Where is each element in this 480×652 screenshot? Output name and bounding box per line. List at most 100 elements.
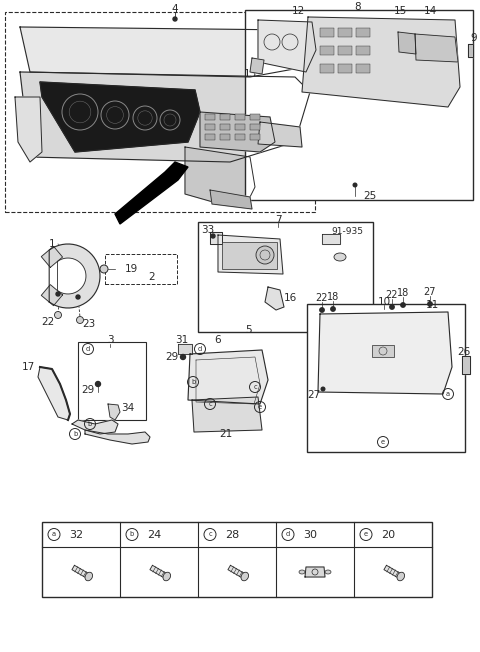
Text: a: a: [52, 531, 56, 537]
Circle shape: [76, 316, 84, 323]
Polygon shape: [20, 27, 310, 77]
Text: 5: 5: [245, 325, 252, 335]
Polygon shape: [462, 356, 470, 374]
Polygon shape: [302, 17, 460, 107]
Polygon shape: [258, 20, 316, 72]
Polygon shape: [468, 44, 473, 57]
Text: a: a: [446, 391, 450, 397]
Circle shape: [55, 312, 61, 318]
Text: d: d: [86, 346, 90, 352]
Polygon shape: [250, 58, 264, 74]
Polygon shape: [15, 97, 42, 162]
Circle shape: [256, 246, 274, 264]
Text: 4: 4: [172, 4, 178, 14]
Text: 27: 27: [424, 287, 436, 297]
Text: 2: 2: [149, 272, 156, 282]
Bar: [105, 254, 177, 284]
Polygon shape: [49, 244, 100, 308]
Polygon shape: [228, 565, 246, 579]
Bar: [356, 28, 370, 37]
Text: b: b: [191, 379, 195, 385]
Polygon shape: [185, 147, 255, 207]
Text: b: b: [88, 421, 92, 427]
Bar: [250, 124, 260, 130]
Circle shape: [173, 17, 177, 21]
Circle shape: [321, 387, 325, 391]
Ellipse shape: [241, 572, 249, 581]
Text: 7: 7: [275, 215, 281, 225]
Bar: [250, 114, 260, 120]
Text: 23: 23: [83, 319, 96, 329]
Text: 10: 10: [377, 297, 391, 307]
Bar: [320, 64, 334, 73]
Text: 91-935: 91-935: [331, 228, 363, 237]
Bar: [356, 64, 370, 73]
Text: 1: 1: [48, 239, 55, 249]
Text: 33: 33: [202, 225, 215, 235]
Text: 28: 28: [225, 529, 239, 539]
Text: b: b: [73, 431, 77, 437]
Bar: [320, 46, 334, 55]
Polygon shape: [322, 234, 340, 244]
Bar: [205, 134, 215, 140]
Polygon shape: [188, 350, 268, 404]
Text: 9: 9: [471, 33, 477, 43]
Circle shape: [180, 355, 185, 359]
Text: 18: 18: [397, 288, 409, 298]
Circle shape: [353, 183, 357, 187]
Text: 13: 13: [243, 69, 257, 79]
Polygon shape: [72, 565, 90, 579]
Ellipse shape: [85, 572, 93, 581]
Text: 26: 26: [457, 347, 470, 357]
Bar: [198, 222, 373, 332]
Bar: [78, 342, 146, 420]
Polygon shape: [41, 246, 62, 267]
Text: e: e: [381, 439, 385, 445]
Circle shape: [401, 303, 405, 307]
Polygon shape: [384, 565, 402, 579]
Polygon shape: [20, 72, 310, 162]
Circle shape: [211, 234, 215, 238]
Bar: [235, 124, 245, 130]
Polygon shape: [115, 162, 188, 224]
Polygon shape: [218, 235, 283, 274]
Text: 32: 32: [69, 529, 83, 539]
Text: 19: 19: [125, 264, 138, 274]
Polygon shape: [38, 367, 70, 420]
Text: 17: 17: [22, 362, 35, 372]
Bar: [42, 522, 432, 597]
Bar: [338, 64, 352, 73]
Polygon shape: [178, 344, 192, 354]
Circle shape: [100, 265, 108, 273]
Polygon shape: [41, 285, 62, 306]
Text: 30: 30: [303, 529, 317, 539]
Text: 20: 20: [381, 529, 395, 539]
Text: c: c: [208, 401, 212, 407]
Bar: [320, 28, 334, 37]
Text: 22: 22: [316, 293, 328, 303]
Text: 29: 29: [82, 385, 95, 395]
Text: b: b: [130, 531, 134, 537]
Polygon shape: [265, 287, 284, 310]
Polygon shape: [108, 404, 120, 420]
Circle shape: [390, 304, 394, 309]
Text: 24: 24: [147, 529, 161, 539]
Text: 25: 25: [363, 191, 377, 201]
Text: 18: 18: [327, 292, 339, 302]
Bar: [5, 12, 315, 212]
Ellipse shape: [325, 570, 331, 574]
Bar: [220, 134, 230, 140]
Text: d: d: [286, 531, 290, 537]
Text: e: e: [258, 404, 262, 410]
Polygon shape: [210, 190, 252, 209]
Bar: [372, 345, 394, 357]
Polygon shape: [398, 32, 416, 54]
Polygon shape: [305, 567, 325, 577]
Polygon shape: [192, 397, 262, 432]
Polygon shape: [200, 112, 275, 152]
Text: 22: 22: [386, 290, 398, 300]
Text: 15: 15: [394, 6, 407, 16]
Text: 12: 12: [291, 6, 305, 16]
Bar: [356, 46, 370, 55]
Circle shape: [331, 307, 335, 311]
